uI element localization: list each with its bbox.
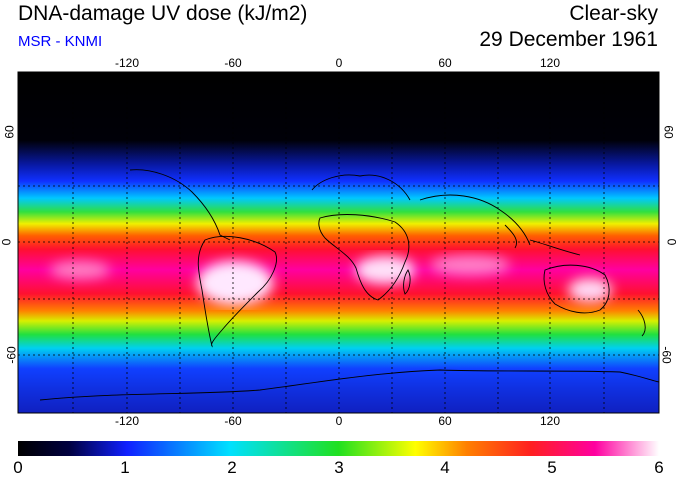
map-source: MSR - KNMI [18,33,103,50]
lon-tick-top-0: 0 [335,56,343,70]
colorbar [18,441,659,456]
colorbar-label-3: 3 [334,458,344,477]
coastlines [39,169,660,401]
lon-tick-top-60: 60 [438,56,452,70]
map-frame [17,71,660,414]
colorbar-label-6: 6 [654,458,664,477]
coast-australia [543,264,610,314]
uv-dose-field [18,72,659,413]
colorbar-label-0: 0 [13,458,23,477]
coast-north-america [129,169,231,241]
colorbar-label-1: 1 [120,458,130,477]
lon-tick-bottom-60: 60 [438,414,452,428]
coast-antarctica [39,369,660,401]
lon-tick-top-120: 120 [539,56,561,70]
colorbar-label-2: 2 [227,458,237,477]
coast-new-zealand [637,309,646,337]
lon-tick-bottom-minus60: -60 [224,414,242,428]
coast-europe [311,174,411,201]
lon-tick-top-minus120: -120 [114,56,140,70]
colorbar-label-5: 5 [547,458,557,477]
lon-tick-bottom-0: 0 [335,414,343,428]
sky-condition: Clear-sky [569,2,658,25]
graticule [18,72,659,413]
colorbar-label-4: 4 [440,458,450,477]
lon-tick-bottom-minus120: -120 [114,414,140,428]
map-date: 29 December 1961 [479,28,658,51]
map-title: DNA-damage UV dose (kJ/m2) [18,2,308,25]
lon-tick-top-minus60: -60 [224,56,242,70]
coast-africa [318,214,410,301]
coast-south-america [197,235,277,348]
coast-madagascar [403,269,411,295]
coast-southeast-asia [504,224,581,256]
high-dose-patches [50,255,612,305]
lon-tick-bottom-120: 120 [539,414,561,428]
coast-asia [419,194,531,246]
